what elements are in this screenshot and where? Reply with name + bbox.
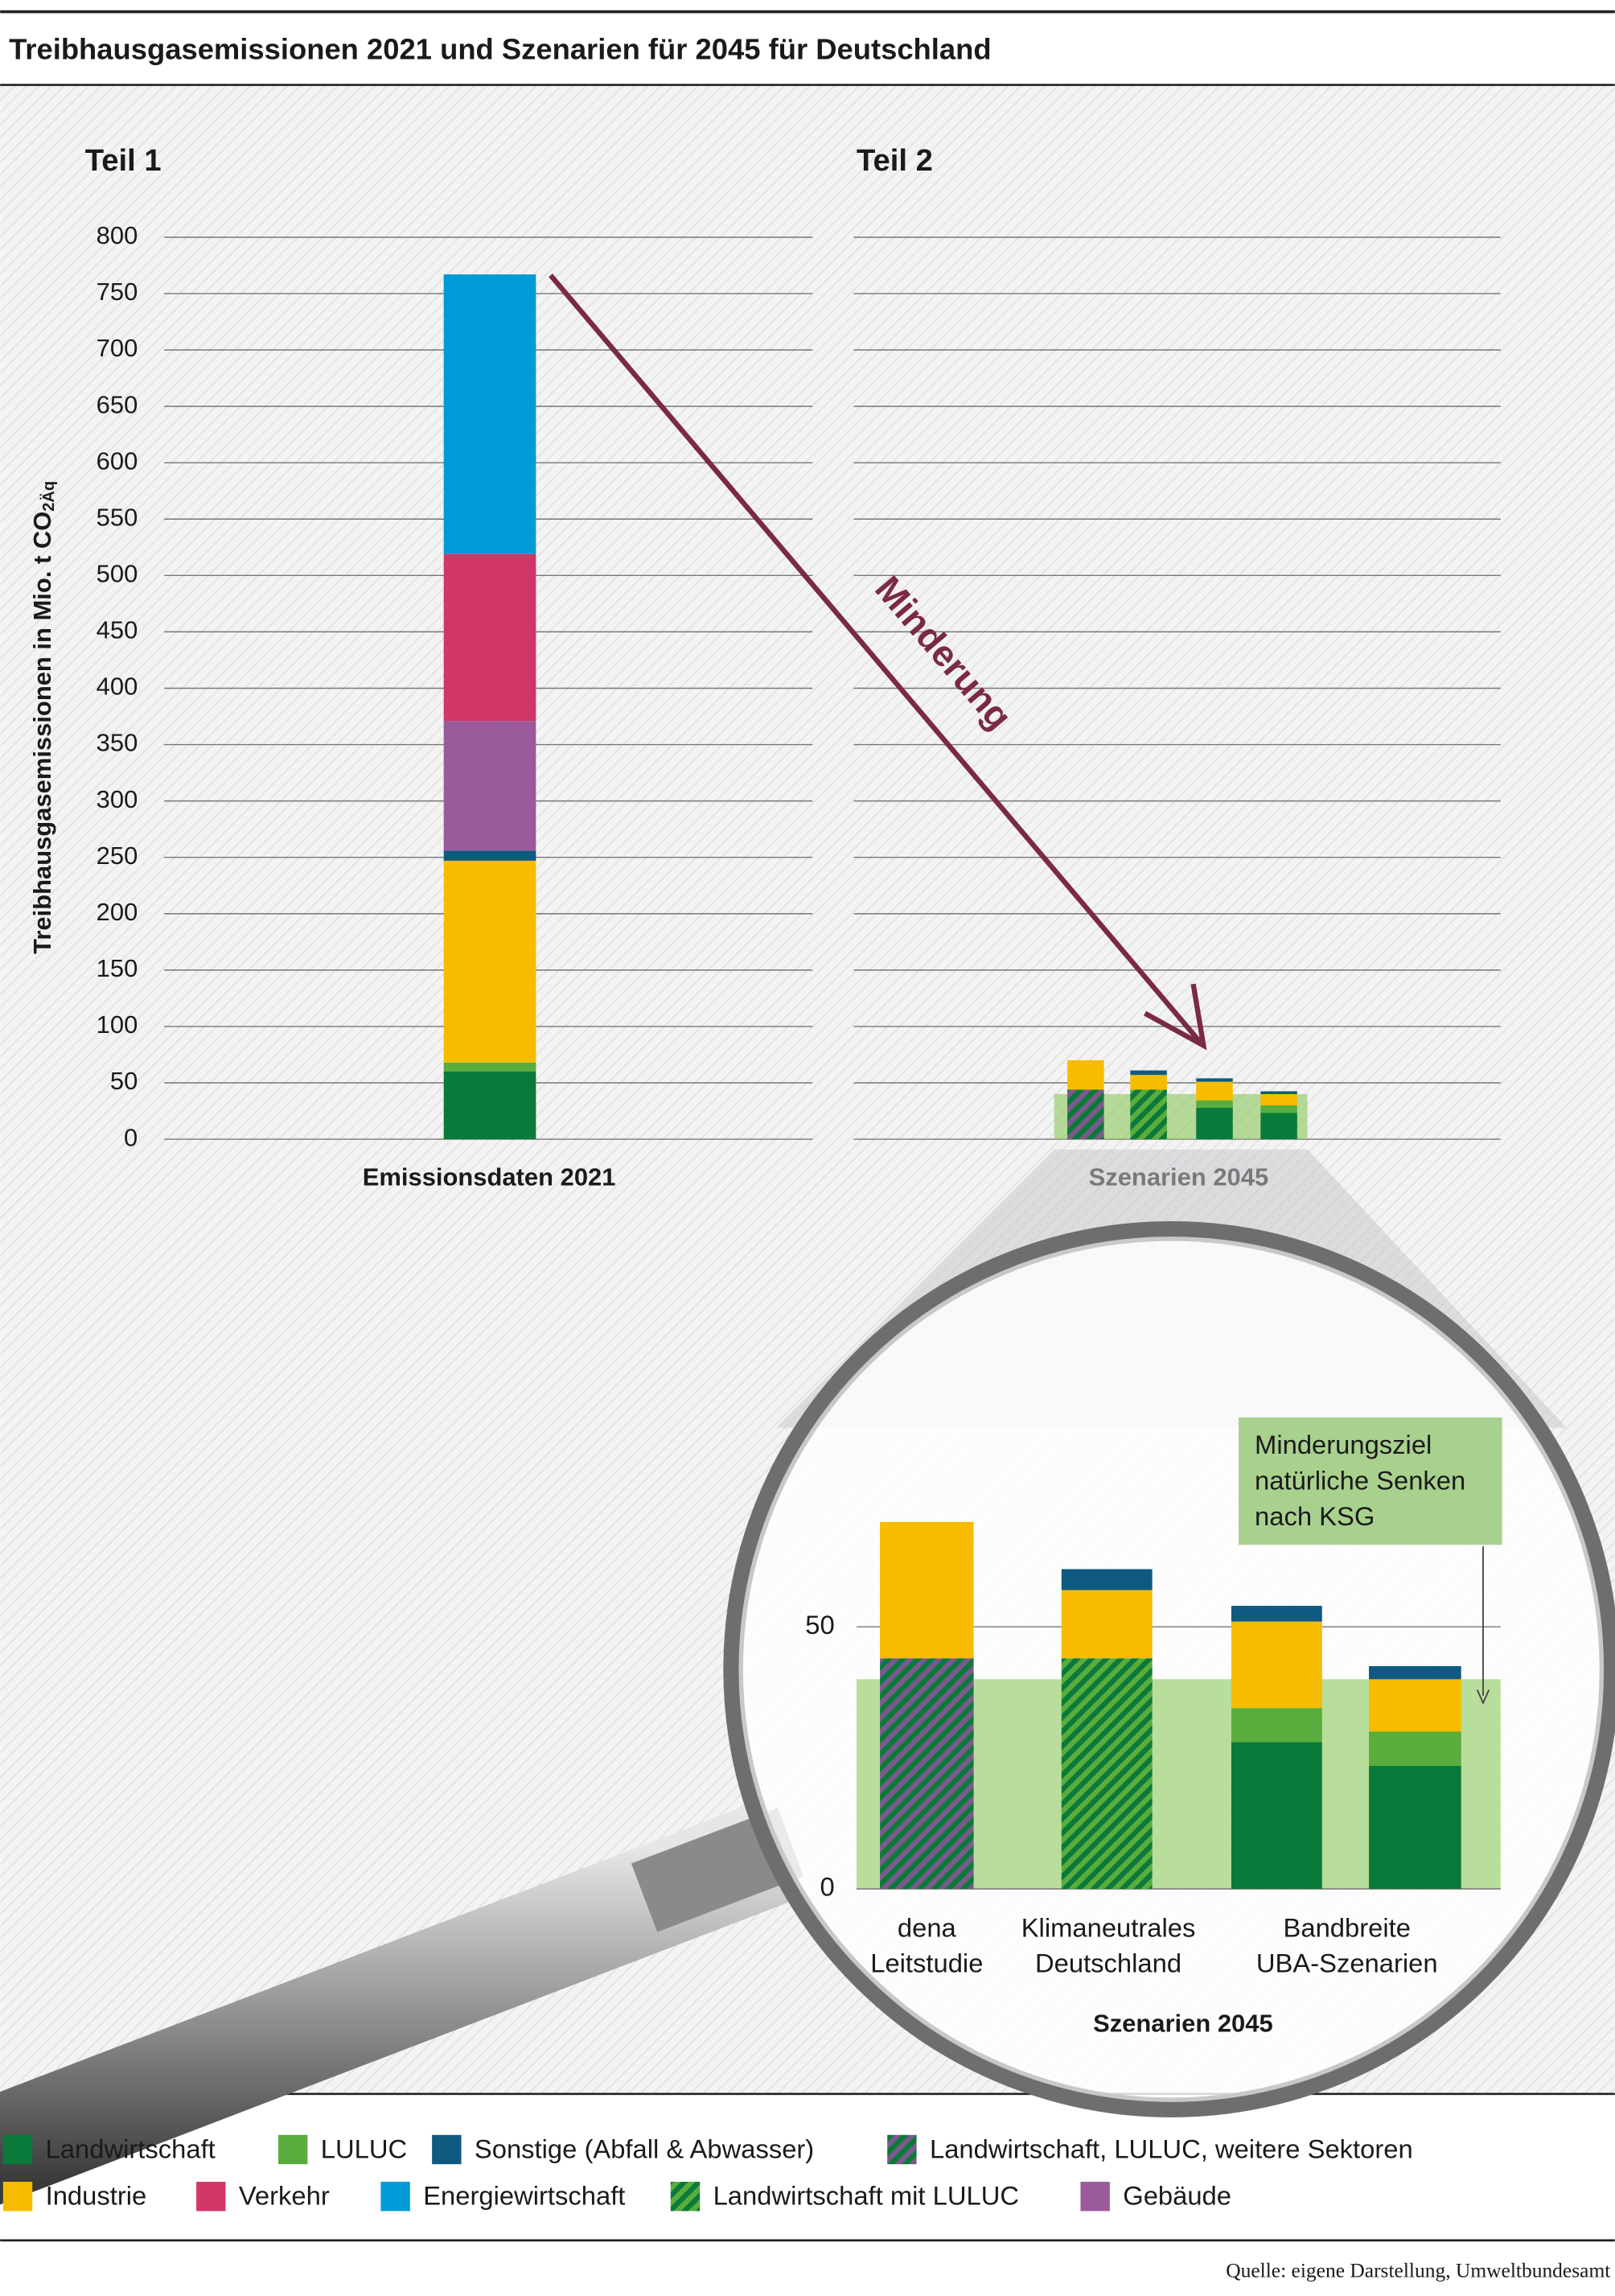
target-label: nach KSG xyxy=(1255,1501,1375,1531)
zoom-bar-segment xyxy=(1061,1658,1153,1889)
bar-segment xyxy=(1067,1060,1104,1090)
bar-segment xyxy=(1196,1107,1233,1140)
panel-title: Teil 2 xyxy=(857,143,933,178)
y-tick-label: 600 xyxy=(97,446,138,475)
x-axis-label: Emissionsdaten 2021 xyxy=(363,1162,616,1191)
x-tick-label: Klimaneutrales xyxy=(1021,1913,1196,1943)
bar-segment xyxy=(1260,1105,1297,1113)
legend-label: Energiewirtschaft xyxy=(423,2181,625,2211)
legend-swatch xyxy=(887,2134,917,2165)
zoom-bar-segment xyxy=(1061,1590,1153,1659)
legend-swatch xyxy=(278,2134,308,2165)
target-pointer-head xyxy=(1476,1689,1490,1706)
legend-label: LULUC xyxy=(321,2133,407,2163)
lens-ring xyxy=(723,1221,1615,2117)
y-tick-label: 0 xyxy=(124,1123,138,1151)
bar-segment xyxy=(443,1071,536,1140)
panel-title: Teil 1 xyxy=(85,143,162,178)
chart-title: Treibhausgasemissionen 2021 und Szenarie… xyxy=(9,32,992,65)
y-tick-label: 800 xyxy=(97,221,138,249)
y-tick-label: 500 xyxy=(97,559,138,587)
legend-label: Gebäude xyxy=(1123,2181,1231,2211)
x-tick-label: Bandbreite xyxy=(1284,1913,1411,1943)
handle xyxy=(0,1798,803,2205)
bar-segment xyxy=(1260,1094,1297,1106)
y-tick-label: 50 xyxy=(805,1610,834,1640)
bar-segment xyxy=(443,721,536,851)
legend-swatch xyxy=(432,2134,462,2165)
legend-swatch xyxy=(1080,2182,1110,2212)
y-axis-label-sub: 2Äq xyxy=(39,481,58,512)
x-tick-label: UBA-Szenarien xyxy=(1256,1948,1438,1977)
arrow-head xyxy=(1144,983,1207,1051)
bar-segment xyxy=(1067,1089,1104,1140)
legend-label: Sonstige (Abfall & Abwasser) xyxy=(475,2133,814,2163)
y-axis-label-text: Treibhausgasemissionen in Mio. t CO xyxy=(28,512,56,954)
legend-swatch xyxy=(380,2182,410,2212)
legend-label: Landwirtschaft mit LULUC xyxy=(713,2181,1019,2211)
bar-segment xyxy=(1260,1091,1297,1095)
y-tick-label: 350 xyxy=(97,729,138,757)
zoom-bar-segment xyxy=(1231,1621,1322,1709)
bar-segment xyxy=(1196,1078,1233,1082)
x-axis-label: Szenarien 2045 xyxy=(1093,2009,1273,2037)
y-tick-label: 750 xyxy=(97,278,138,306)
y-tick-label: 100 xyxy=(97,1010,138,1039)
zoom-bar-segment xyxy=(1231,1708,1322,1743)
source: Quelle: eigene Darstellung, Umweltbundes… xyxy=(1226,2259,1610,2282)
x-tick-label: Deutschland xyxy=(1035,1948,1181,1977)
legend-label: Industrie xyxy=(46,2181,147,2211)
bar-segment xyxy=(443,553,536,722)
y-tick-label: 400 xyxy=(97,673,138,701)
zoom-bar-segment xyxy=(1369,1765,1461,1889)
legend-label: Landwirtschaft xyxy=(46,2133,216,2163)
bar-segment xyxy=(443,274,536,554)
zoom-bar-segment xyxy=(1369,1666,1461,1680)
y-tick-label: 150 xyxy=(97,954,138,982)
zoom-bar-segment xyxy=(1369,1679,1461,1732)
bar-segment xyxy=(1130,1089,1167,1140)
legend-label: Verkehr xyxy=(239,2181,330,2211)
target-label: Minderungsziel xyxy=(1255,1430,1432,1459)
bar-segment xyxy=(1196,1081,1233,1101)
bar-segment xyxy=(1260,1113,1297,1140)
y-tick-label: 250 xyxy=(97,841,138,870)
y-tick-label: 50 xyxy=(110,1067,138,1095)
legend-swatch xyxy=(196,2182,226,2212)
legend-swatch xyxy=(2,2134,33,2165)
y-tick-label: 200 xyxy=(97,898,138,926)
arrow xyxy=(549,274,1203,1045)
bar-segment xyxy=(443,860,536,1063)
bar-segment xyxy=(1130,1075,1167,1090)
bar-segment xyxy=(443,1062,536,1072)
y-tick-label: 0 xyxy=(820,1872,834,1902)
zoom-bar-segment xyxy=(1061,1569,1153,1590)
zoom-bar-segment xyxy=(880,1658,974,1889)
zoom-bar-segment xyxy=(880,1521,974,1659)
x-tick-label: Leitstudie xyxy=(870,1948,983,1977)
y-tick-label: 550 xyxy=(97,503,138,531)
zoom-bar-segment xyxy=(1231,1742,1322,1889)
zoom-bar-segment xyxy=(1231,1606,1322,1622)
x-tick-label: dena xyxy=(898,1913,957,1943)
legend-swatch xyxy=(670,2182,701,2212)
y-axis-label: Treibhausgasemissionen in Mio. t CO2Äq xyxy=(28,481,58,954)
bar-segment xyxy=(1196,1100,1233,1108)
legend-swatch xyxy=(2,2182,33,2212)
lens-ring-inner xyxy=(738,1236,1605,2102)
legend-label: Landwirtschaft, LULUC, weitere Sektoren xyxy=(930,2133,1413,2163)
y-tick-label: 700 xyxy=(97,334,138,362)
y-tick-label: 300 xyxy=(97,785,138,813)
bar-segment xyxy=(1130,1070,1167,1076)
bar-segment xyxy=(443,850,536,861)
target-label-box xyxy=(1239,1417,1502,1545)
y-tick-label: 650 xyxy=(97,390,138,418)
y-tick-label: 450 xyxy=(97,616,138,644)
target-label: natürliche Senken xyxy=(1255,1466,1465,1496)
zoom-bar-segment xyxy=(1369,1731,1461,1766)
